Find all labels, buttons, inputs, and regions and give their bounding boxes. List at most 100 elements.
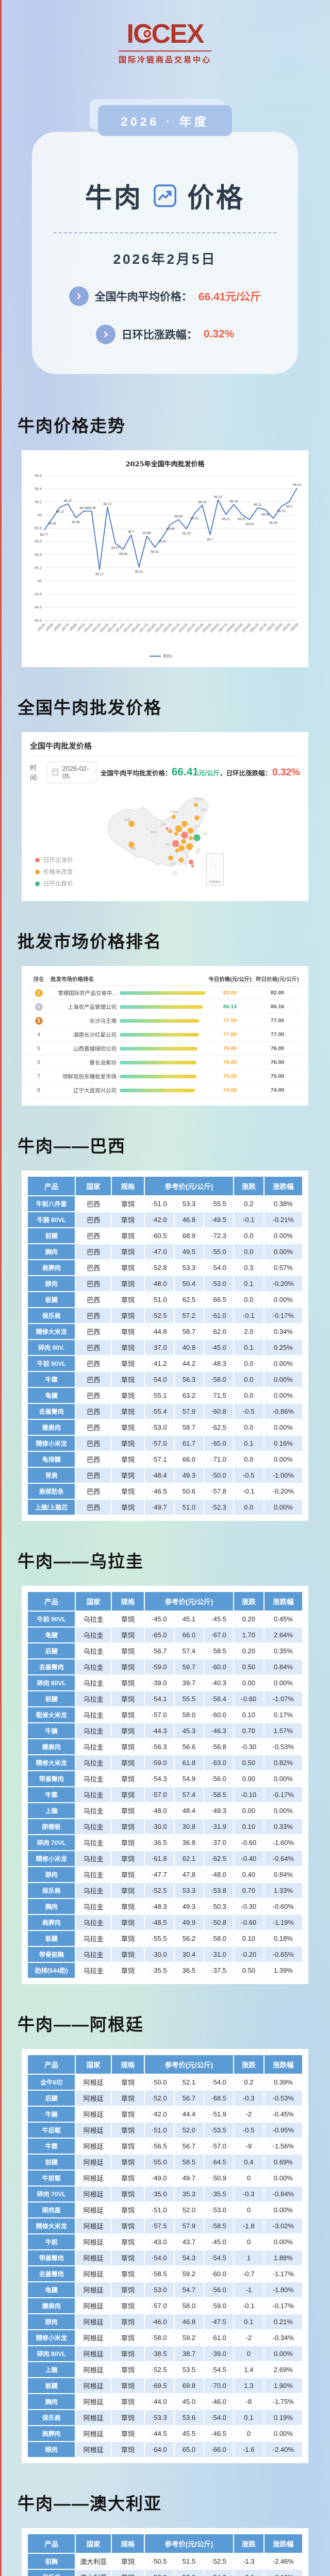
svg-text:四川: 四川	[166, 843, 171, 846]
section-title-uruguay: 牛肉——乌拉圭	[18, 1552, 144, 1571]
svg-text:1月8日: 1月8日	[69, 623, 78, 633]
ranking-rows: 1 常德国际农产品交易中... 82.00 82.00 2 上海农产品管理公司 80.13 8…	[30, 986, 300, 1098]
table-row: 牛前 阿根廷 草饲 ·43.0 43.7·45.0 0 0.00%	[26, 2233, 304, 2251]
date-picker-value: 2026-02-05	[62, 764, 89, 780]
svg-text:65.96: 65.96	[72, 521, 80, 524]
col-today: 今日价格(元/公斤)	[208, 976, 252, 982]
inset-label: 南海诸岛	[209, 879, 220, 884]
table-row: 去盖臀肉 阿根廷 草饲 ·58.5 59.2·60.0 -0.7 -1.17%	[26, 2265, 304, 2283]
col-market: 批发市场价格排名	[51, 976, 94, 982]
snowflake-icon	[142, 29, 152, 39]
svg-text:66.2: 66.2	[286, 505, 293, 509]
avg-price-label: 全国牛肉平均价格：	[94, 291, 192, 303]
svg-text:66.11: 66.11	[254, 503, 262, 507]
market-dot	[194, 803, 198, 807]
legend-series1: 系列1	[163, 654, 172, 658]
table-row: 脐橙板 乌拉圭 草饲 ·30.0 30.8·31.9 0.10 0.33%	[26, 1818, 304, 1836]
ranking-row: 2 上海农产品管理公司 80.13 80.16	[30, 1000, 300, 1014]
market-dot	[128, 820, 135, 827]
svg-text:66.16: 66.16	[230, 500, 238, 503]
table-row: 碎肉 80VL 阿根廷 草饲 ·38.5 38.7·39.0 0 0.00%	[26, 2345, 304, 2363]
time-label: 时间:	[30, 764, 39, 782]
svg-text:66.15: 66.15	[198, 501, 206, 504]
svg-text:66.02: 66.02	[190, 517, 199, 520]
svg-text:西藏: 西藏	[130, 846, 136, 851]
svg-text:65.2: 65.2	[35, 566, 42, 570]
table-row: 龟腱 阿根廷 草饲 ·53.0 54.7·56.0 -1 -1.80%	[26, 2281, 304, 2299]
table-row: 全牛6切 阿根廷 草饲 ·50.0 52.1·54.0 0.2 0.39%	[26, 2074, 304, 2091]
svg-text:65: 65	[38, 580, 42, 583]
table-row: 板腱 乌拉圭 草饲 ·55.5 56.2·58.0 0.10 0.18%	[26, 1930, 304, 1947]
svg-text:64.4: 64.4	[35, 619, 42, 623]
table-row: 肩胛肉 巴西 草饲 ·52.8 53.3·54.0 0.3 0.57%	[26, 1259, 304, 1277]
svg-text:66.08: 66.08	[261, 513, 270, 516]
ranking-row: 3 长沙马王堆 77.00 77.00	[30, 1014, 300, 1028]
market-dot	[191, 864, 194, 868]
svg-text:65.77: 65.77	[40, 533, 48, 537]
table-row: 碎肉 80VL 乌拉圭 草饲 ·39.0 39.7·40.3 0.00 0.00%	[26, 1674, 304, 1692]
section-title-ranking: 批发市场价格排名	[18, 932, 162, 952]
table-row: 嫩肩肉 阿根廷 草饲 ·57.0 58.0·59.0 -0.1 -0.17%	[26, 2297, 304, 2315]
title-beef: 牛肉	[85, 183, 143, 213]
chevron-circle-icon	[69, 286, 89, 306]
table-row: 脖肉 巴西 草饲 ·48.0 50.4·53.0 0.1 -0.20%	[26, 1275, 304, 1293]
table-row: 后腱 乌拉圭 草饲 ·56.7 57.4·58.5 0.20 0.35%	[26, 1642, 304, 1660]
market-dot	[174, 831, 178, 836]
price-table-australia: 产品 国家 规格 参考价(元/公斤) 涨跌 涨跌幅 前胸 澳大利亚 草饲 ·50.5 51.5·52…	[26, 2533, 304, 2576]
trend-chart-card: 2025年全国牛肉批发价格 64.4 64.6 64.8 65 65.2 65.4 65.6…	[22, 450, 308, 667]
table-row: 肩胛肉 阿根廷 草饲 ·44.5 45.5·46.5 0 0.00%	[26, 2425, 304, 2443]
legend-item: 日环比涨价	[35, 856, 73, 864]
ranking-row: 7 领鲜双创东曝批发市场 75.00 75.00	[30, 1070, 300, 1084]
china-outline	[107, 796, 209, 867]
table-row: 精修大米龙 巴西 草饲 ·44.8 58.7·62.0 2.0 0.34%	[26, 1323, 304, 1341]
table-row: 龟排腱 巴西 草饲 ·57.1 66.0·71.0 0.0 0.00%	[26, 1451, 304, 1468]
svg-text:云南: 云南	[170, 861, 176, 865]
dashed-divider	[54, 232, 276, 233]
svg-text:2月2日: 2月2日	[266, 623, 276, 633]
market-dot	[181, 839, 186, 844]
legend-dot	[35, 881, 40, 886]
table-row: 背肩 巴西 草饲 ·48.4 49.3·50.0 -0.5 -1.00%	[26, 1467, 304, 1484]
table-row: 带盖臀肉 阿根廷 草饲 ·54.0 54.3·54.5 1 1.88%	[26, 2249, 304, 2267]
table-row: 前腱 巴西 草饲 ·60.5 68.9·72.3 0.0 0.00%	[26, 1227, 304, 1245]
svg-text:65.51: 65.51	[151, 550, 159, 554]
ranking-row: 4 湖南长沙红星公司 77.00 77.00	[30, 1028, 300, 1042]
svg-text:65.8: 65.8	[35, 527, 42, 531]
svg-text:65.79: 65.79	[183, 532, 191, 535]
svg-text:广西: 广西	[182, 862, 188, 866]
table-row: 保乐肩澳大利亚草饲·52.053.0·54.0-0.1-0.19%	[26, 2569, 304, 2576]
header: ICCEX 国际冷链商品交易中心	[0, 0, 330, 65]
table-row: 脖肉 阿根廷 草饲 ·46.0 46.8·47.5 0.1 0.21%	[26, 2313, 304, 2331]
table-row: 牛霖 阿根廷 草饲 ·56.5 56.7·57.0 -9 -1.56%	[26, 2138, 304, 2155]
date-picker-input[interactable]: 2026-02-05	[47, 761, 97, 783]
table-row: 牛霖 乌拉圭 草饲 ·57.0 57.4·58.5 -0.10 -0.17%	[26, 1786, 304, 1804]
svg-text:66.6: 66.6	[35, 474, 42, 478]
svg-text:65.95: 65.95	[269, 521, 277, 525]
market-dot	[178, 844, 185, 851]
table-row: 后腱 阿根廷 草饲 ·52.0 56.7·68.5 -0.3 -0.53%	[26, 2090, 304, 2107]
market-dot	[188, 859, 194, 865]
australia-table-card: 产品 国家 规格 参考价(元/公斤) 涨跌 涨跌幅 前胸 澳大利亚 草饲 ·50.5 51.5·52…	[22, 2528, 308, 2576]
market-dot	[178, 857, 184, 862]
title-price: 价格	[187, 183, 245, 213]
map-stats: 全国牛肉平均批发价格： 66.41 元/公斤 ，日环比涨跌幅： 0.32%	[101, 766, 300, 778]
svg-text:1月7日: 1月7日	[60, 623, 70, 633]
market-dot	[175, 825, 183, 832]
svg-text:66.12: 66.12	[56, 510, 64, 514]
svg-text:2月3日: 2月3日	[274, 623, 284, 633]
map-dots	[128, 803, 201, 868]
market-dot	[186, 843, 193, 850]
table-row: 精修小米龙 乌拉圭 草饲 ·61.8 62.1·62.5 -0.40 -0.64%	[26, 1850, 304, 1868]
table-row: 上脑 阿根廷 草饲 ·52.5 53.5·54.5 1.4 2.69%	[26, 2361, 304, 2379]
day-change-label: 日环比涨跌幅：	[121, 329, 197, 341]
svg-text:65.21: 65.21	[135, 570, 143, 574]
svg-text:65.93: 65.93	[245, 523, 254, 527]
table-row: 上脑 乌拉圭 草饲 ·48.0 48.4·49.3 0.00 0.00%	[26, 1802, 304, 1820]
svg-text:甘肃: 甘肃	[160, 822, 167, 826]
col-rank: 排名	[33, 976, 44, 982]
svg-text:新疆: 新疆	[124, 818, 130, 822]
svg-text:65.6: 65.6	[35, 540, 42, 544]
table-row: 上脑/上脑芯 巴西 草饲 ·49.7 51.0·52.3 0.0 0.00%	[26, 1499, 304, 1516]
table-row: 板腱 阿根廷 草饲 ·69.5 69.8·70.0 1.3 1.90%	[26, 2377, 304, 2395]
market-dot	[166, 827, 169, 831]
